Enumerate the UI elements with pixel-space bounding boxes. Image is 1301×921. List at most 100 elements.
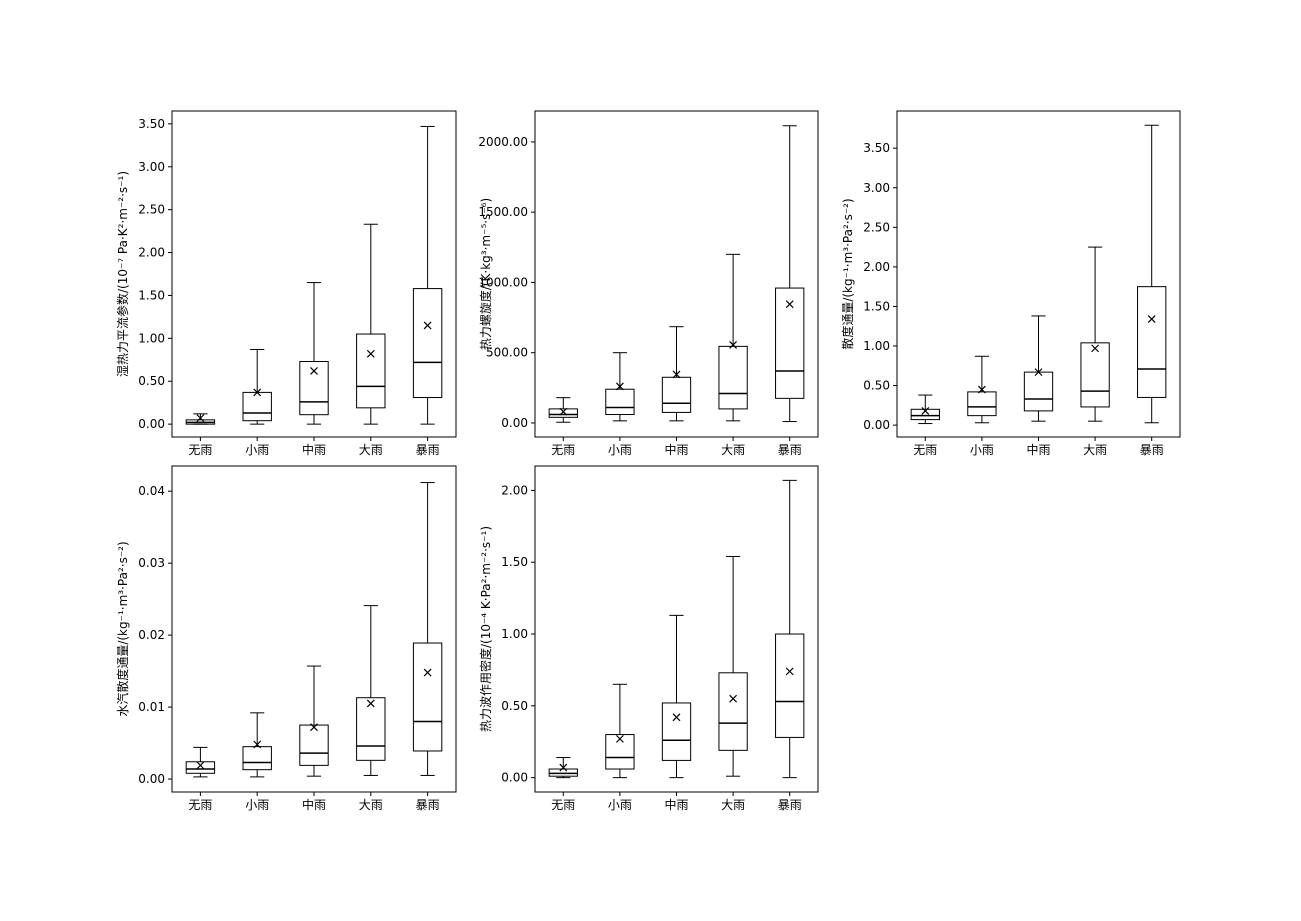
box-4	[356, 223, 386, 425]
x-tick-label: 暴雨	[778, 798, 802, 812]
mean-marker	[785, 300, 794, 309]
iqr-box	[775, 287, 805, 399]
mean-marker	[423, 321, 432, 330]
y-tick-label: 0.00	[138, 417, 165, 431]
y-tick-label: 3.00	[863, 181, 890, 195]
chart-panel-3: 0.00 0.50 1.00 1.50 2.00 2.50 3.00 3.50 无雨 小雨 中雨 大雨…	[840, 110, 1181, 457]
box-1	[548, 397, 578, 423]
iqr-box	[548, 408, 578, 418]
x-tick-label: 大雨	[721, 798, 745, 812]
mean-marker	[253, 740, 262, 749]
box-5	[412, 125, 443, 425]
box-5	[775, 479, 805, 779]
y-tick-label: 0.01	[138, 700, 165, 714]
mean-marker	[785, 667, 794, 676]
y-tick-label: 2000.00	[478, 135, 528, 149]
box-2	[967, 355, 997, 424]
y-tick-label: 0.50	[863, 379, 890, 393]
y-tick-label: 2.00	[863, 260, 890, 274]
y-tick-label: 500.00	[486, 346, 528, 360]
iqr-box	[299, 361, 329, 416]
x-tick-label: 小雨	[245, 798, 269, 812]
y-tick-label: 3.00	[138, 160, 165, 174]
box-3	[1023, 315, 1054, 422]
iqr-box	[967, 391, 997, 417]
mean-marker	[1034, 368, 1043, 377]
iqr-box	[242, 391, 272, 422]
box-3	[661, 326, 692, 422]
mean-marker	[672, 370, 681, 379]
y-tick-label: 3.50	[138, 117, 165, 131]
chart-panel-5: 0.00 0.50 1.00 1.50 2.00 无雨 小雨 中雨 大雨 暴雨 热力波作用密度/(1…	[478, 465, 819, 812]
x-tick-label: 大雨	[359, 798, 383, 812]
iqr-box	[1023, 371, 1054, 412]
x-tick-label: 中雨	[664, 442, 688, 457]
x-tick-label: 小雨	[245, 443, 269, 457]
box-2	[242, 348, 272, 425]
iqr-box	[661, 376, 692, 413]
x-tick-label: 小雨	[608, 798, 632, 812]
mean-marker	[310, 367, 318, 375]
y-tick-label: 1000.00	[478, 275, 528, 289]
y-tick-label: 2.50	[863, 220, 890, 234]
iqr-box	[605, 734, 635, 770]
mean-marker	[196, 414, 205, 423]
mean-marker	[366, 349, 375, 358]
box-4	[1080, 246, 1110, 422]
box-5	[412, 482, 443, 776]
box-3	[299, 665, 329, 777]
mean-marker	[921, 406, 930, 415]
x-tick-label: 小雨	[970, 443, 994, 457]
x-tick-label: 中雨	[1026, 442, 1050, 457]
mean-marker	[672, 713, 681, 722]
y-tick-label: 1.50	[138, 288, 165, 302]
box-3	[299, 282, 329, 425]
y-axis-label: 散度通量/(kg⁻¹·m³·Pa²·s⁻²)	[840, 198, 855, 349]
y-tick-label: 1.50	[863, 299, 890, 313]
y-axis-label: 热力波作用密度/(10⁻⁴ K·Pa²·m⁻²·s⁻¹)	[478, 526, 493, 732]
box-5	[775, 125, 805, 423]
box-2	[242, 712, 272, 778]
y-tick-label: 2.50	[138, 203, 165, 217]
x-tick-label: 暴雨	[416, 798, 440, 812]
x-tick-label: 小雨	[608, 443, 632, 457]
mean-marker	[310, 723, 318, 732]
iqr-box	[910, 408, 940, 421]
x-tick-label: 中雨	[302, 797, 326, 812]
mean-marker	[977, 385, 986, 394]
mean-marker	[196, 761, 205, 770]
iqr-box	[299, 724, 329, 766]
y-tick-label: 1500.00	[478, 205, 528, 219]
iqr-box	[242, 746, 272, 771]
chart-panel-1: 0.00 0.50 1.00 1.50 2.00 2.50 3.00 3.50 无雨 小雨 中雨 大雨…	[115, 110, 457, 457]
y-axis-label: 热力螺旋度/(K·kg³·m⁻⁵·s⁻⁶)	[478, 198, 493, 350]
x-tick-label: 暴雨	[1140, 443, 1164, 457]
x-tick-label: 暴雨	[778, 443, 802, 457]
iqr-box	[1137, 286, 1167, 398]
y-tick-label: 0.00	[138, 772, 165, 786]
x-tick-label: 暴雨	[416, 443, 440, 457]
x-tick-label: 中雨	[302, 442, 326, 457]
box-1	[185, 413, 216, 425]
mean-marker	[729, 694, 738, 703]
x-tick-label: 大雨	[1083, 443, 1107, 457]
y-tick-label: 0.50	[138, 374, 165, 388]
iqr-box	[718, 345, 748, 410]
box-4	[356, 605, 386, 776]
x-tick-label: 无雨	[551, 798, 575, 812]
y-tick-label: 0.00	[501, 771, 528, 785]
y-tick-label: 0.00	[501, 416, 528, 430]
mean-marker	[559, 763, 568, 772]
mean-marker	[1091, 344, 1100, 353]
box-2	[605, 683, 635, 779]
y-tick-label: 0.04	[138, 484, 165, 498]
y-tick-label: 1.00	[501, 627, 528, 641]
x-tick-label: 无雨	[188, 443, 212, 457]
mean-marker	[615, 734, 624, 743]
mean-marker	[1147, 315, 1156, 324]
y-axis-label: 湿热力平流参数/(10⁻⁷ Pa·K²·m⁻²·s⁻¹)	[115, 171, 130, 377]
box-1	[910, 394, 940, 425]
x-tick-label: 无雨	[913, 443, 937, 457]
mean-marker	[423, 668, 432, 677]
